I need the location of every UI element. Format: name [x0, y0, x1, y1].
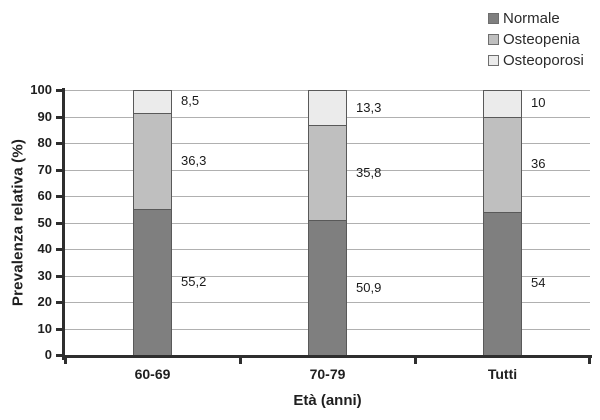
y-axis-tick	[56, 195, 62, 198]
legend: Normale Osteopenia Osteoporosi	[488, 8, 584, 71]
x-category-label: 60-69	[134, 366, 171, 382]
legend-swatch-icon	[488, 55, 499, 66]
value-label: 54	[531, 275, 546, 291]
y-tick-label: 70	[37, 161, 52, 177]
legend-swatch-icon	[488, 13, 499, 24]
y-axis-tick	[56, 89, 62, 92]
y-axis-tick	[56, 301, 62, 304]
legend-label: Normale	[503, 10, 560, 27]
value-label: 36,3	[181, 152, 207, 168]
legend-item-normale: Normale	[488, 8, 584, 29]
value-label: 55,2	[181, 273, 207, 289]
bar-segment-normale	[308, 220, 347, 356]
y-axis-tick	[56, 221, 62, 225]
x-axis-tick	[414, 358, 417, 364]
y-axis-tick	[56, 354, 62, 357]
y-tick-label: 10	[37, 320, 52, 336]
value-label: 50,9	[356, 279, 382, 295]
y-axis-tick	[56, 274, 62, 278]
legend-label: Osteopenia	[503, 31, 580, 48]
x-category-label: Tutti	[487, 366, 518, 382]
value-label: 13,3	[356, 99, 382, 115]
x-category-label: 70-79	[309, 366, 346, 382]
legend-item-osteoporosi: Osteoporosi	[488, 50, 584, 71]
y-axis-tick	[56, 248, 62, 251]
x-axis-title: Età (anni)	[293, 392, 362, 409]
legend-label: Osteoporosi	[503, 52, 584, 69]
bar-segment-osteoporosi	[133, 90, 172, 114]
bar-segment-osteopenia	[308, 125, 347, 222]
x-axis-tick	[239, 358, 242, 364]
y-axis-tick	[56, 327, 62, 331]
y-tick-label: 0	[44, 347, 52, 362]
value-label: 35,8	[356, 164, 382, 180]
x-axis-line	[62, 355, 592, 358]
y-axis-tick	[56, 142, 62, 145]
y-axis-line	[62, 88, 65, 360]
y-tick-label: 100	[30, 82, 52, 97]
legend-item-osteopenia: Osteopenia	[488, 29, 584, 50]
bar-segment-osteoporosi	[308, 90, 347, 127]
y-tick-label: 40	[37, 241, 52, 256]
y-tick-label: 30	[37, 267, 52, 283]
value-label: 36	[531, 156, 546, 172]
y-axis-tick	[56, 115, 62, 119]
x-axis-tick	[64, 358, 67, 364]
bar-segment-normale	[133, 208, 172, 356]
bar-segment-osteoporosi	[483, 90, 522, 118]
y-tick-label: 50	[37, 214, 52, 230]
y-tick-label: 20	[37, 294, 52, 309]
bar-segment-normale	[483, 211, 522, 356]
bar-segment-osteopenia	[483, 116, 522, 213]
x-axis-tick	[588, 358, 591, 364]
bar-segment-osteopenia	[133, 112, 172, 210]
y-tick-label: 60	[37, 188, 52, 203]
y-tick-label: 80	[37, 135, 52, 150]
y-tick-label: 90	[37, 108, 52, 124]
value-label: 10	[531, 95, 546, 111]
legend-swatch-icon	[488, 34, 499, 45]
y-axis-tick	[56, 168, 62, 172]
value-label: 8,5	[181, 93, 200, 109]
